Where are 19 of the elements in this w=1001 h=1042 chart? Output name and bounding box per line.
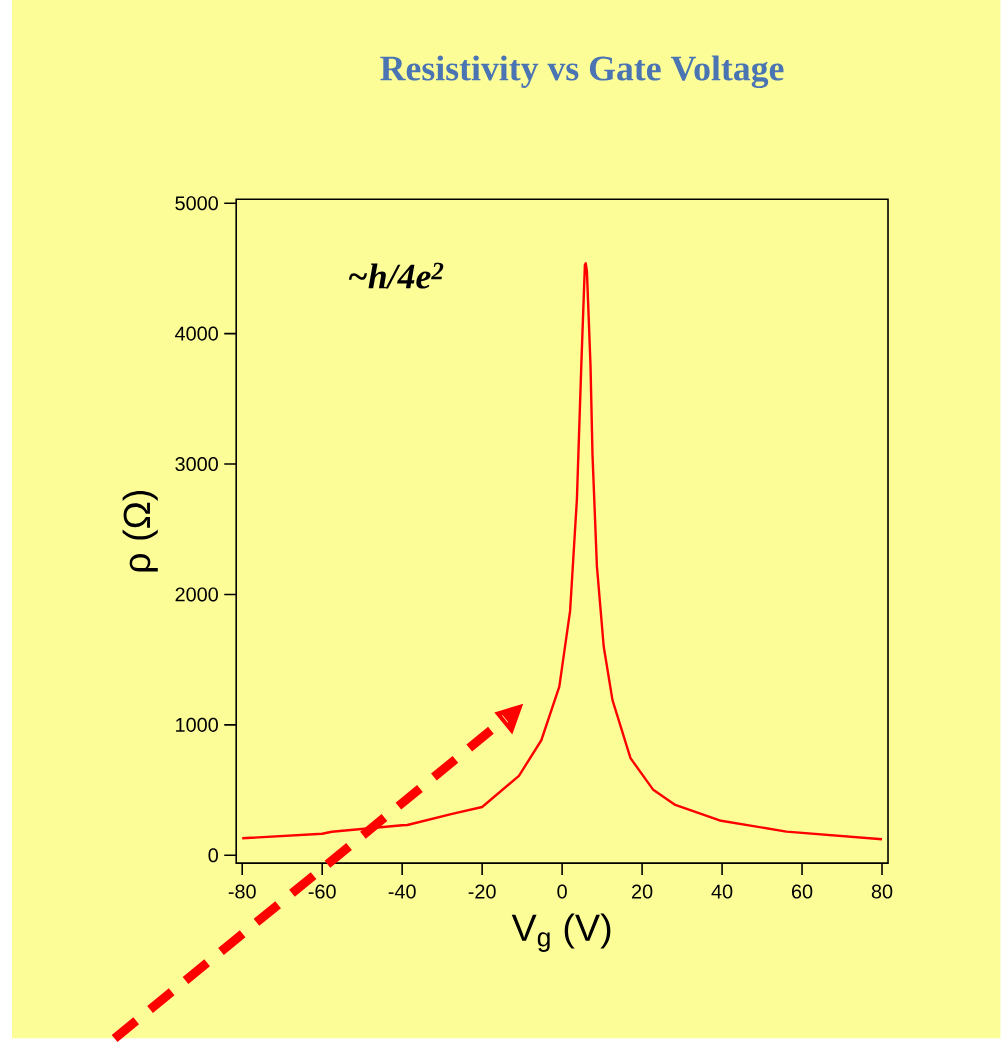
y-axis-title: ρ (Ω) — [122, 490, 158, 572]
y-tick-label: 4000 — [175, 326, 219, 341]
x-tick-label: 0 — [557, 884, 568, 899]
x-tick-label: 40 — [711, 884, 733, 899]
x-axis-title: V$_{g}$ (V) — [511, 913, 611, 952]
chart-title: Resistivity vs Gate Voltage — [380, 55, 784, 89]
x-tick-label: 60 — [792, 884, 813, 899]
y-tick-label: 1000 — [176, 717, 219, 732]
y-tick-label: 5000 — [175, 196, 219, 211]
x-tick-label: -40 — [388, 884, 416, 899]
x-tick-label: -60 — [308, 884, 336, 899]
x-tick-label: -80 — [228, 884, 256, 899]
x-tick-label: 20 — [632, 884, 653, 899]
y-tick-label: 0 — [208, 848, 219, 863]
annotation: ~h/4e$^{2}$ — [349, 262, 444, 289]
x-tick-label: -20 — [468, 884, 496, 899]
y-tick-label: 3000 — [175, 457, 219, 472]
x-tick-label: 80 — [872, 884, 893, 899]
y-tick-label: 2000 — [175, 587, 219, 602]
